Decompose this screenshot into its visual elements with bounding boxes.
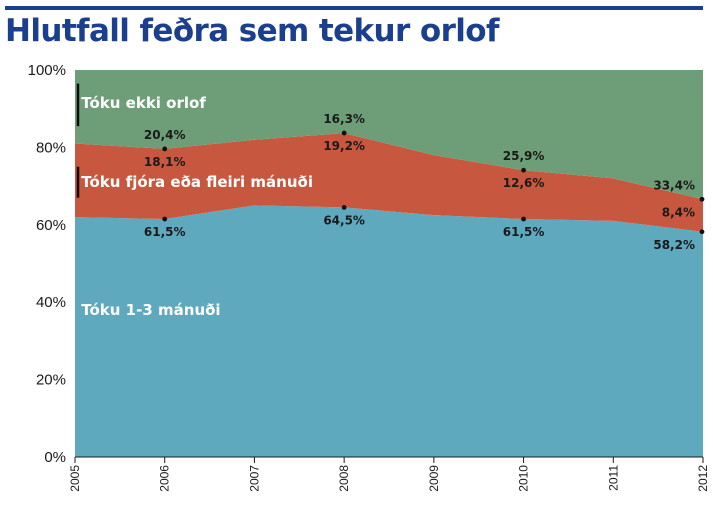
title-rule <box>5 6 703 10</box>
data-point-dot <box>699 229 705 235</box>
series-label-toku-1-3-manudi: Tóku 1-3 mánuði <box>81 301 220 319</box>
data-point-dot <box>521 167 526 173</box>
data-label: 8,4% <box>662 205 695 219</box>
axes-layer: 0% 20% 40% 60% 80% 100% 2005 2006 2007 2008 2009 20… <box>28 62 710 492</box>
series-label-toku-ekki-orlof: Tóku ekki orlof <box>81 94 206 112</box>
data-label: 20,4% <box>144 128 186 142</box>
data-label: 64,5% <box>323 213 365 227</box>
area-toku-1-3-manudi <box>75 205 703 457</box>
series-label-layer: Tóku 1-3 mánuði Tóku fjóra eða fleiri mán… <box>76 83 313 319</box>
data-point-dot <box>162 216 168 222</box>
data-label: 61,5% <box>144 225 186 239</box>
data-label: 19,2% <box>323 139 365 153</box>
y-tick-label: 100% <box>28 62 66 79</box>
data-point-dot <box>162 146 168 152</box>
y-tick-label: 0% <box>44 449 66 466</box>
data-point-dot <box>341 130 347 136</box>
x-tick-label: 2007 <box>247 465 261 492</box>
data-label: 12,6% <box>503 176 545 190</box>
data-label-layer: 20,4% 18,1% 61,5% 16,3% 19,2% 64,5% 25,9% 12,6%… <box>144 112 705 252</box>
y-tick-label: 60% <box>36 217 66 234</box>
area-toku-ekki-orlof <box>75 70 703 200</box>
data-point-dot <box>521 216 526 222</box>
x-tick-label: 2009 <box>427 465 441 492</box>
area-toku-fjora-eda-fleiri-manudi <box>75 133 703 232</box>
data-label: 25,9% <box>503 149 545 163</box>
x-tick-label: 2005 <box>68 465 82 492</box>
data-label: 18,1% <box>144 155 186 169</box>
data-point-dot <box>341 204 347 210</box>
series-label-toku-fjora-eda-fleiri-manudi: Tóku fjóra eða fleiri mánuði <box>81 173 313 191</box>
chart-title: Hlutfall feðra sem tekur orlof <box>5 13 500 49</box>
data-label: 61,5% <box>503 225 545 239</box>
data-label: 58,2% <box>653 238 695 252</box>
area-layer <box>75 70 703 457</box>
data-label: 16,3% <box>323 112 365 126</box>
data-point-dot <box>699 196 705 202</box>
y-tick-label: 40% <box>36 294 66 311</box>
data-label: 33,4% <box>653 178 695 192</box>
x-tick-label: 2010 <box>517 465 531 492</box>
x-tick-label: 2006 <box>158 465 172 492</box>
y-tick-label: 20% <box>36 372 66 389</box>
x-tick-label: 2011 <box>606 465 620 491</box>
x-tick-label: 2012 <box>696 465 710 492</box>
x-tick-label: 2008 <box>337 465 351 492</box>
y-tick-label: 80% <box>36 139 66 156</box>
